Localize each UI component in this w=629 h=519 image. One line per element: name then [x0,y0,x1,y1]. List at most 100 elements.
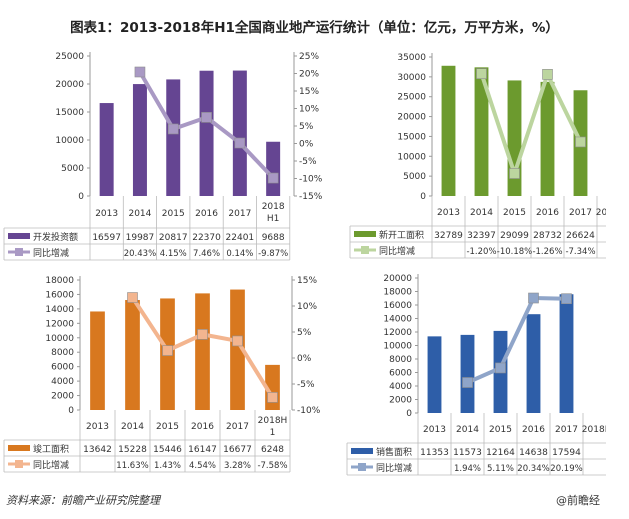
data-label: 22401 [226,233,255,243]
y2-tick-label: 20% [299,70,319,80]
y-tick-label: 20000 [55,80,84,90]
x-tick-label: 2018H [258,416,288,426]
x-tick-label: H1 [267,214,280,224]
chart-4: 0 2000 4000 6000 8000 10000 12000 14000 16000 180… [346,274,606,476]
line-marker [561,293,572,305]
line-marker [528,292,539,304]
legend-label: 同比增减 [33,459,69,471]
x-tick-label: 2017 [569,208,592,218]
x-tick-label: 2016 [195,209,218,219]
data-label: 26624 [566,231,595,241]
line-marker [234,137,246,149]
y2-tick-label: -10% [297,406,321,416]
data-label: -10.18% [497,247,532,257]
data-label: 5.11% [487,464,514,474]
line-marker [575,136,586,148]
legend-marker [15,248,23,256]
y2-tick-label: -10% [299,175,323,185]
line-marker [167,123,179,135]
y-tick-label: 12000 [45,319,74,329]
y2-tick-label: 15% [299,87,319,97]
data-label: 16147 [188,445,217,455]
y-tick-label: 0 [420,192,426,202]
data-label: 3.28% [224,461,251,471]
y-tick-label: 2000 [51,392,74,402]
line-marker [476,68,487,79]
y-tick-label: 25000 [55,52,84,62]
bar [195,293,210,410]
x-tick-label: 2014 [470,208,493,218]
y2-tick-label: 10% [297,302,317,312]
x-tick-label: 2013 [95,209,118,219]
line-marker [162,345,173,356]
line-marker [542,69,553,80]
data-label: 20.43% [124,249,156,259]
y2-tick-label: 5% [297,328,312,338]
x-tick-label: 2015 [489,425,512,435]
bar [232,70,247,196]
line-series [466,296,567,385]
data-label: 1.94% [454,464,481,474]
x-tick-label: 2016 [536,208,559,218]
x-tick-label: 2013 [437,208,460,218]
data-label: 16597 [92,233,121,243]
bar [427,336,442,413]
y-tick-label: 6000 [51,363,74,373]
y2-tick-label: -5% [297,380,315,390]
data-label: -1.26% [532,247,562,257]
data-label: 32789 [434,231,463,241]
data-label: 20.19% [550,464,582,474]
x-tick-label: 2018H1 [596,208,629,218]
bar [166,79,181,196]
bar [460,334,475,413]
data-label: 29099 [500,231,529,241]
data-label: 4.54% [189,461,216,471]
line-marker [267,392,278,403]
data-label: 4.15% [160,249,187,259]
data-label: -7.58% [257,461,287,471]
line-marker [495,362,506,374]
y-tick-label: 2000 [389,396,412,406]
data-label: - [612,247,615,257]
y-tick-label: 10000 [397,152,426,162]
legend-label: 同比增减 [376,462,412,474]
legend-label: 开发投资额 [33,231,78,243]
x-tick-label: 2016 [191,422,214,432]
data-label: 11353 [420,448,449,458]
data-label: 6248 [261,445,284,455]
line-marker [127,292,138,303]
y-tick-label: 14000 [45,305,74,315]
x-tick-label: 2018 [262,202,285,212]
source-note: 资料来源：前瞻产业研究院整理 [6,494,160,507]
y-tick-label: 16000 [383,301,412,311]
data-label: 32397 [467,231,496,241]
x-tick-label: 2015 [503,208,526,218]
data-label: 11.63% [116,461,148,471]
x-tick-label: 2014 [456,425,479,435]
y-tick-label: 30000 [397,73,426,83]
data-label: 19987 [126,233,155,243]
chart-1: 0 5000 10000 15000 20000 25000 -15% -10% -5% 0% 5%… [3,52,323,261]
x-tick-label: 2017 [228,209,251,219]
bar [266,141,281,196]
legend-label: 竣工面积 [33,443,69,455]
chart-2: 0 5000 10000 15000 20000 25000 30000 35000 2013 3… [349,53,629,259]
bar [441,65,456,197]
y-tick-label: 4000 [51,377,74,387]
x-tick-label: 2017 [555,425,578,435]
y-tick-label: 10000 [383,342,412,352]
data-label: 17594 [552,448,581,458]
y-tick-label: 0 [406,409,412,419]
line-series [479,72,583,176]
y-tick-label: 8000 [389,355,412,365]
data-label: 20817 [159,233,188,243]
x-tick-label: 2013 [423,425,446,435]
y-tick-label: 25000 [397,93,426,103]
data-label: 28732 [533,231,562,241]
line-marker [201,112,212,123]
data-label: 9688 [262,233,285,243]
y2-tick-label: -5% [299,157,317,167]
line-marker [267,172,279,184]
legend-label: 新开工面积 [379,229,424,241]
